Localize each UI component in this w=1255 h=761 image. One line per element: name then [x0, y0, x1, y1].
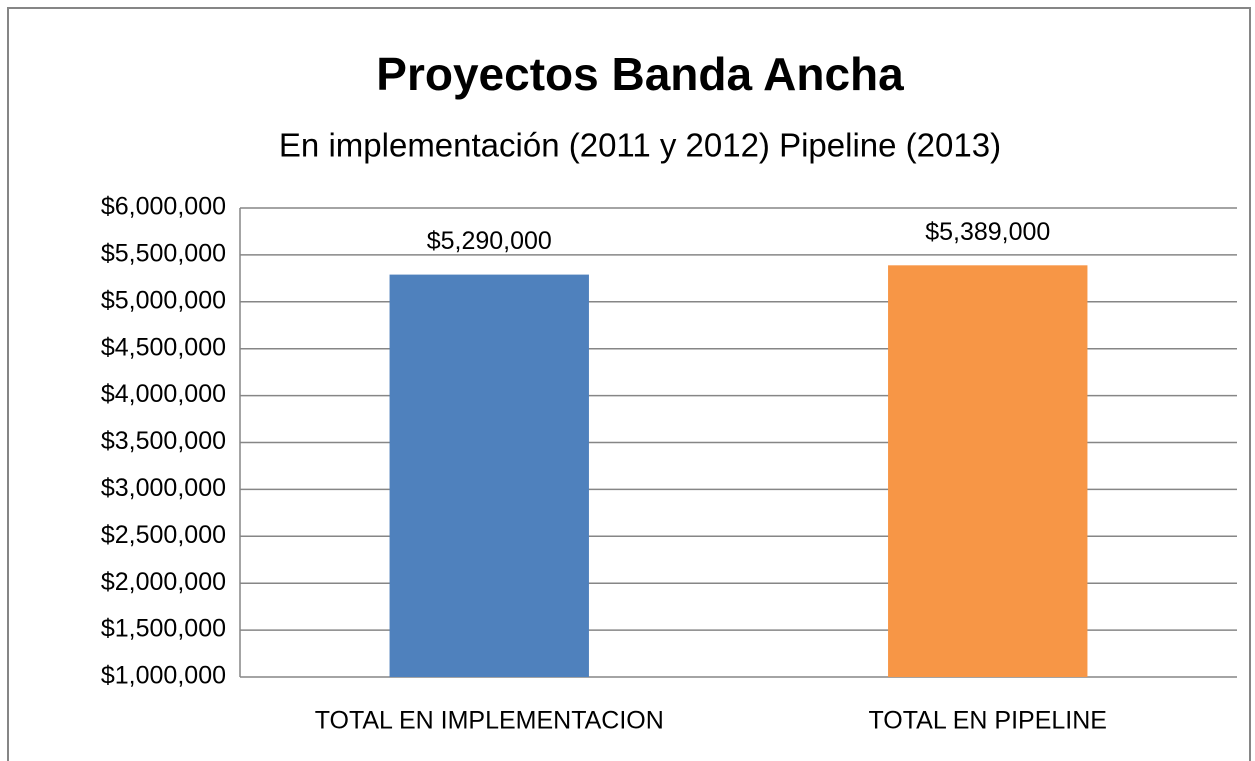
- chart-subtitle: En implementación (2011 y 2012) Pipeline…: [279, 127, 1001, 164]
- x-tick-label: TOTAL EN PIPELINE: [868, 707, 1107, 735]
- y-tick-label: $1,000,000: [101, 662, 226, 690]
- value-label: $5,389,000: [925, 218, 1050, 246]
- bar: [888, 265, 1088, 677]
- y-tick-label: $3,000,000: [101, 474, 226, 502]
- y-tick-label: $4,500,000: [101, 333, 226, 361]
- y-tick-label: $5,000,000: [101, 286, 226, 314]
- y-tick-label: $4,000,000: [101, 380, 226, 408]
- y-tick-label: $2,000,000: [101, 568, 226, 596]
- y-tick-label: $6,000,000: [101, 193, 226, 221]
- chart-title: Proyectos Banda Ancha: [376, 48, 904, 100]
- value-label: $5,290,000: [427, 227, 552, 255]
- y-tick-label: $5,500,000: [101, 240, 226, 268]
- bar: [389, 274, 589, 677]
- x-tick-label: TOTAL EN IMPLEMENTACION: [315, 707, 664, 735]
- y-tick-label: $1,500,000: [101, 615, 226, 643]
- y-tick-label: $3,500,000: [101, 427, 226, 455]
- y-tick-label: $2,500,000: [101, 521, 226, 549]
